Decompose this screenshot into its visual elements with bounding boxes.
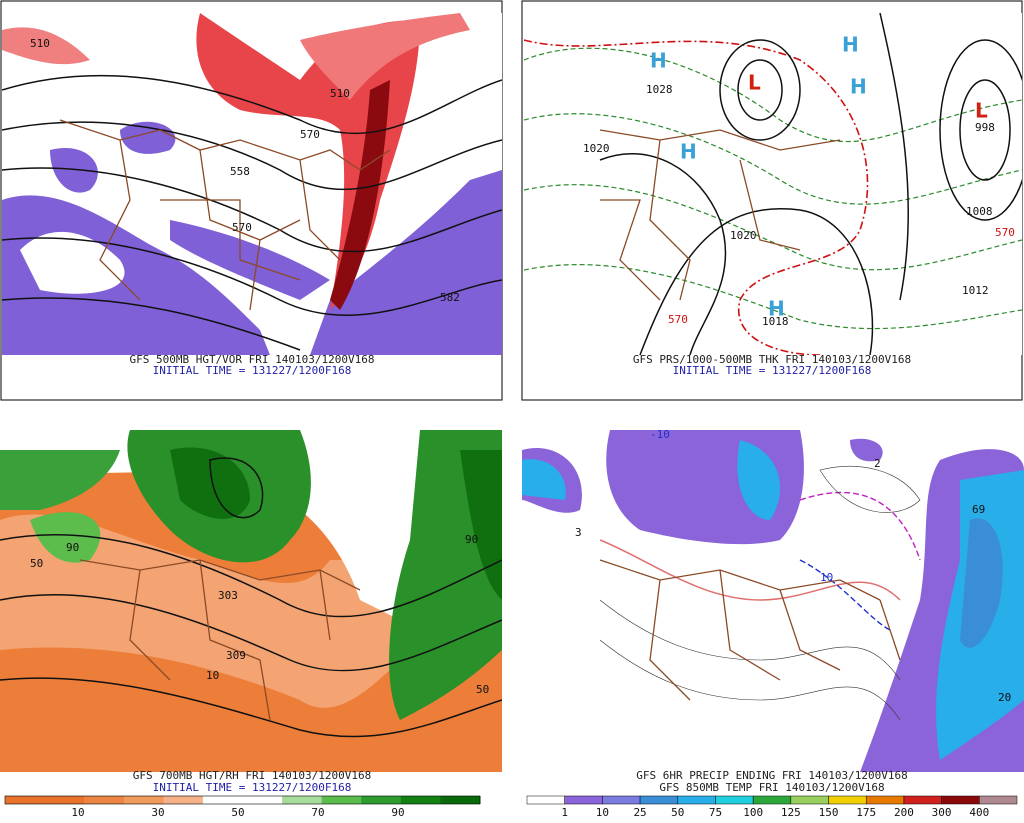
colorbar-swatch (752, 795, 792, 805)
thickness-label: 570 (668, 313, 688, 326)
contour-label: 50 (30, 557, 43, 570)
caption: GFS 850MB TEMP FRI 140103/1200V168 (659, 781, 884, 794)
colorbar-swatch (202, 796, 243, 804)
colorbar-swatch (602, 795, 641, 805)
contour-label: 20 (998, 691, 1011, 704)
colorbar-swatch (321, 796, 362, 804)
isobar-label: 998 (975, 121, 995, 134)
colorbar-label: 30 (151, 806, 164, 819)
map-700mb: 50 90 309 10 303 50 90 (0, 430, 502, 772)
colorbar-label: 90 (391, 806, 404, 819)
contour-label: 558 (230, 165, 250, 178)
colorbar-swatch (790, 795, 829, 805)
isobar-label: 1020 (583, 142, 610, 155)
colorbar-swatch (84, 796, 125, 804)
colorbar-label: 150 (819, 806, 839, 819)
colorbar: 10 30 50 70 90 (4, 795, 481, 819)
colorbar-swatch (828, 795, 867, 805)
isobar-label: 1028 (646, 83, 673, 96)
colorbar-label: 200 (894, 806, 914, 819)
colorbar-swatch (865, 795, 905, 805)
contour-label: 69 (972, 503, 985, 516)
caption: GFS 500MB HGT/VOR FRI 140103/1200V168 (129, 353, 374, 366)
contour-label: 303 (218, 589, 238, 602)
colorbar-label: 70 (311, 806, 324, 819)
map-precip: 3 2 69 20 -10 10 (522, 428, 1024, 772)
isobar-label: 1020 (730, 229, 757, 242)
initial-time: INITIAL TIME = 131227/1200F168 (153, 364, 352, 377)
caption: GFS 6HR PRECIP ENDING FRI 140103/1200V16… (636, 769, 908, 782)
colorbar-label: 1 (561, 806, 568, 819)
map-500mb: 510 510 570 582 558 570 (2, 13, 502, 355)
colorbar-swatch (5, 796, 46, 804)
caption: GFS PRS/1000-500MB THK FRI 140103/1200V1… (633, 353, 911, 366)
contour-label: -10 (650, 428, 670, 441)
colorbar-swatch (564, 795, 603, 805)
colorbar-label: 300 (932, 806, 952, 819)
colorbar-label: 75 (709, 806, 722, 819)
colorbar-swatch (242, 796, 283, 804)
colorbar-label: 50 (671, 806, 684, 819)
pressure-center: L (975, 99, 988, 123)
initial-time: INITIAL TIME = 131227/1200F168 (673, 364, 872, 377)
map-pressure: H L H H L H H 1028 1020 1008 1012 1018 1… (524, 13, 1022, 355)
contour-label: 582 (440, 291, 460, 304)
pressure-center: H (842, 33, 859, 57)
colorbar-swatch (440, 796, 481, 804)
colorbar-swatch (526, 795, 565, 805)
colorbar-label: 400 (969, 806, 989, 819)
pressure-center: L (748, 71, 761, 95)
pressure-center: H (768, 297, 785, 321)
colorbar-swatch (123, 796, 164, 804)
colorbar: 1 10 25 50 75 100 125 150 175 200 300 400 (526, 795, 1018, 819)
colorbar-swatch (361, 796, 402, 804)
contour-label: 10 (820, 571, 833, 584)
colorbar-label: 50 (231, 806, 244, 819)
colorbar-swatch (282, 796, 323, 804)
colorbar-swatch (639, 795, 679, 805)
colorbar-swatch (715, 795, 754, 805)
contour-label: 570 (232, 221, 252, 234)
contour-label: 50 (476, 683, 489, 696)
contour-label: 10 (206, 669, 219, 682)
colorbar-label: 10 (596, 806, 609, 819)
contour-label: 90 (465, 533, 478, 546)
contour-label: 510 (30, 37, 50, 50)
colorbar-label: 25 (633, 806, 646, 819)
caption: GFS 700MB HGT/RH FRI 140103/1200V168 (133, 769, 371, 782)
colorbar-label: 100 (743, 806, 763, 819)
colorbar-swatch (163, 796, 204, 804)
isobar-label: 1012 (962, 284, 989, 297)
colorbar-swatch (400, 796, 441, 804)
colorbar-swatch (903, 795, 942, 805)
initial-time: INITIAL TIME = 131227/1200F168 (153, 781, 352, 794)
colorbar-label: 10 (71, 806, 84, 819)
contour-label: 2 (874, 457, 881, 470)
thickness-label: 570 (995, 226, 1015, 239)
colorbar-label: 175 (856, 806, 876, 819)
contour-label: 309 (226, 649, 246, 662)
colorbar-swatch (44, 796, 85, 804)
colorbar-swatch (979, 795, 1018, 805)
contour-label: 3 (575, 526, 582, 539)
colorbar-label: 125 (781, 806, 801, 819)
colorbar-swatch (677, 795, 716, 805)
colorbar-frame (4, 795, 481, 805)
pressure-center: H (650, 49, 667, 73)
contour-label: 570 (300, 128, 320, 141)
isobar-label: 1018 (762, 315, 789, 328)
pressure-center: H (850, 75, 867, 99)
contour-label: 90 (66, 541, 79, 554)
contour-label: 510 (330, 87, 350, 100)
isobar-label: 1008 (966, 205, 993, 218)
colorbar-swatch (941, 795, 980, 805)
pressure-center: H (680, 140, 697, 164)
